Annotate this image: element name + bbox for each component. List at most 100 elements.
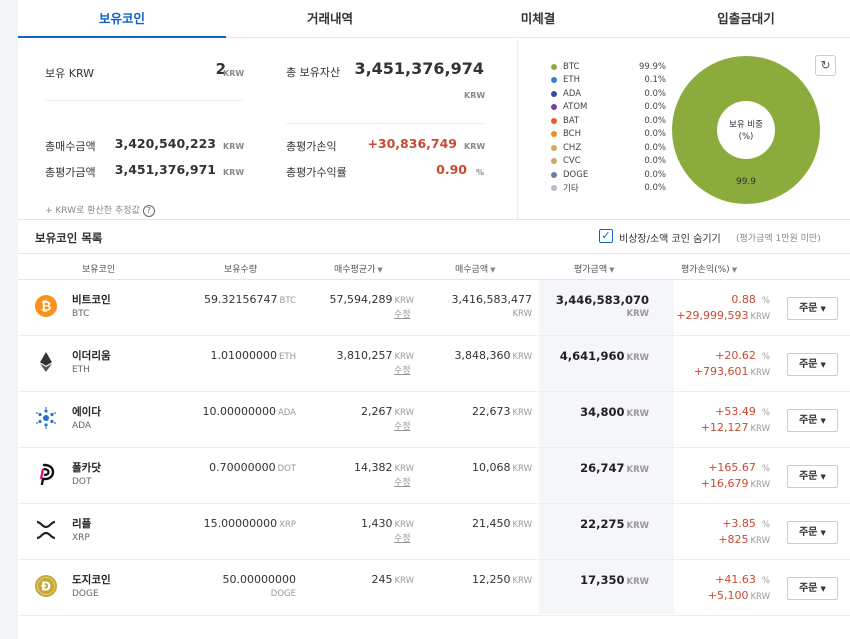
chevron-down-icon: ▼	[820, 585, 826, 593]
eval-amount: 26,747 KRW	[580, 461, 649, 475]
legend-name: ATOM	[563, 102, 588, 113]
holding-row-dot: 폴카닷 DOT 0.70000000 DOT 14,382 KRW 수정 10,068 KRW 2…	[18, 448, 850, 504]
pl-amount: +12,127 KRW	[700, 421, 770, 434]
pl-unit: KRW	[464, 142, 486, 151]
holding-row-eth: 이더리움 ETH 1.01000000 ETH 3,810,257 KRW 수정 3,848,…	[18, 336, 850, 392]
eval-value: 3,451,376,971	[114, 162, 216, 177]
holding-qty: 1.01000000 ETH	[210, 349, 296, 362]
hide-small-label[interactable]: 비상장/소액 코인 숨기기	[619, 234, 721, 245]
pie-hole	[717, 101, 775, 159]
edit-avg-link[interactable]: 수정	[394, 478, 411, 488]
legend-name: ETH	[563, 75, 580, 86]
pie-slice-label: 99.9	[736, 177, 756, 187]
ada-icon	[35, 407, 57, 429]
edit-avg-link[interactable]: 수정	[394, 534, 411, 544]
rate-label: 총평가수익률	[286, 166, 347, 179]
pl-value: +30,836,749	[367, 136, 457, 151]
eval-label: 총평가금액	[45, 166, 96, 179]
tab-deposit-wait[interactable]: 입출금대기	[717, 11, 775, 26]
rate-value: 0.90	[436, 162, 467, 177]
legend-name: CVC	[563, 156, 581, 167]
holding-qty: 50.00000000	[222, 573, 296, 586]
col-eval[interactable]: 평가금액 ▼	[574, 265, 615, 275]
order-button[interactable]: 주문 ▼	[787, 577, 838, 600]
total-label: 총 보유자산	[286, 66, 341, 79]
chevron-down-icon: ▼	[820, 529, 826, 537]
eval-amount: 17,350 KRW	[580, 573, 649, 587]
edit-avg-link[interactable]: 수정	[394, 310, 411, 320]
krw-label: 보유 KRW	[45, 67, 95, 80]
legend-item: 기타 0.0%	[551, 182, 666, 196]
legend-dot	[551, 117, 557, 124]
legend-pct: 0.0%	[644, 88, 666, 99]
coin-name[interactable]: 리플	[72, 518, 92, 530]
legend-dot	[551, 144, 557, 151]
order-button[interactable]: 주문 ▼	[787, 521, 838, 544]
qty-unit: DOGE	[270, 589, 296, 599]
coin-name[interactable]: 폴카닷	[72, 462, 101, 474]
coin-name[interactable]: 비트코인	[72, 294, 111, 306]
legend-pct: 0.0%	[644, 156, 666, 167]
eval-amount: 3,446,583,070	[555, 293, 649, 307]
order-button[interactable]: 주문 ▼	[787, 465, 838, 488]
col-amt[interactable]: 매수금액 ▼	[455, 265, 496, 275]
holdings-legend: BTC 99.9% ETH 0.1% ADA 0.0% ATOM 0.0% BAT 0.0% BCH…	[551, 60, 666, 195]
asset-summary: 보유 KRW 2 KRW 총 보유자산 3,451,376,974 KRW 총매…	[18, 39, 516, 219]
buy-amount: 10,068 KRW	[471, 461, 532, 474]
coin-name[interactable]: 이더리움	[72, 350, 111, 362]
eval-amount: 22,275 KRW	[580, 517, 649, 531]
refresh-button[interactable]: ↻	[815, 55, 836, 76]
eval-amount: 4,641,960 KRW	[559, 349, 649, 363]
pl-amount: +793,601 KRW	[693, 365, 770, 378]
pl-amount: +825 KRW	[718, 533, 770, 546]
pl-rate: +41.63%	[715, 573, 770, 586]
buy-amount: 21,450 KRW	[471, 517, 532, 530]
hide-small-sub: (평가금액 1만원 미만)	[736, 234, 821, 244]
tab-pending[interactable]: 미체결	[520, 11, 556, 26]
btc-icon	[35, 295, 57, 317]
pl-amount: +29,999,593 KRW	[676, 309, 770, 322]
order-button[interactable]: 주문 ▼	[787, 409, 838, 432]
coin-name[interactable]: 에이다	[72, 406, 101, 418]
legend-item: ADA 0.0%	[551, 87, 666, 101]
holding-row-xrp: 리플 XRP 15.00000000 XRP 1,430 KRW 수정 21,450 KRW 22…	[18, 504, 850, 560]
total-value: 3,451,376,974	[354, 59, 484, 78]
chevron-down-icon: ▼	[820, 361, 826, 369]
col-pl[interactable]: 평가손익(%) ▼	[681, 265, 738, 275]
order-button[interactable]: 주문 ▼	[787, 297, 838, 320]
edit-avg-link[interactable]: 수정	[394, 422, 411, 432]
legend-item: BAT 0.0%	[551, 114, 666, 128]
tab-history[interactable]: 거래내역	[306, 11, 353, 26]
legend-name: BAT	[563, 115, 580, 126]
list-title: 보유코인 목록	[35, 231, 103, 245]
legend-name: CHZ	[563, 142, 582, 153]
holding-qty: 0.70000000 DOT	[209, 461, 296, 474]
edit-avg-link[interactable]: 수정	[394, 366, 411, 376]
avg-price: 1,430 KRW	[360, 517, 414, 530]
legend-dot	[551, 77, 557, 84]
col-qty: 보유수량	[224, 265, 258, 275]
eth-icon	[35, 351, 57, 373]
coin-name[interactable]: 도지코인	[72, 574, 111, 586]
divider	[517, 39, 518, 219]
krw-value: 2	[215, 60, 226, 78]
hide-small-checkbox[interactable]: ✓	[599, 229, 613, 243]
holdings-panel: 보유코인 거래내역 미체결 입출금대기 보유 KRW 2 KRW 총 보유자산 …	[18, 0, 850, 639]
buy-amount: 3,848,360 KRW	[454, 349, 532, 362]
legend-item: BCH 0.0%	[551, 128, 666, 142]
col-avg[interactable]: 매수평균가 ▼	[334, 265, 383, 275]
pie-center-sub: (%)	[739, 132, 754, 142]
pl-rate: +165.67%	[708, 461, 770, 474]
avg-price: 3,810,257 KRW	[336, 349, 414, 362]
tab-holdings[interactable]: 보유코인	[18, 0, 226, 38]
legend-dot	[551, 171, 557, 178]
order-button[interactable]: 주문 ▼	[787, 353, 838, 376]
buy-amount: 3,416,583,477	[451, 293, 532, 306]
legend-dot	[551, 131, 557, 138]
sort-caret-icon: ▼	[377, 266, 383, 274]
help-icon[interactable]: ?	[142, 204, 155, 217]
divider	[286, 123, 484, 124]
pl-amount: +16,679 KRW	[700, 477, 770, 490]
legend-name: BTC	[563, 61, 580, 72]
buy-unit: KRW	[223, 142, 245, 151]
